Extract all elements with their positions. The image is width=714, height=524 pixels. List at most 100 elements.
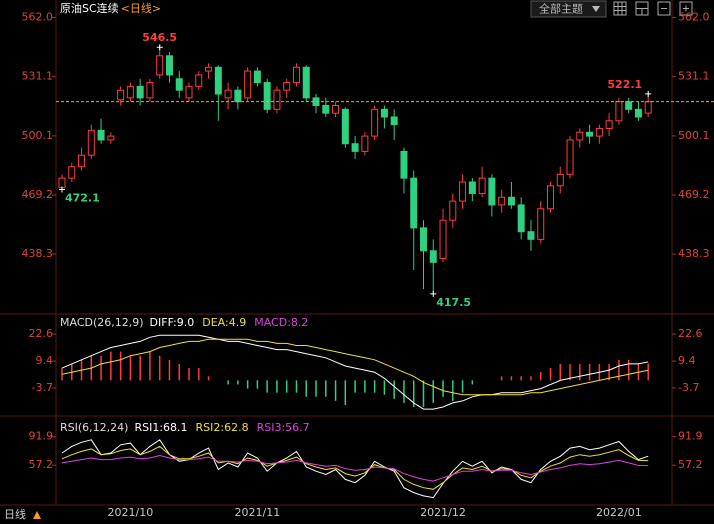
period-label[interactable]: <日线> [121, 1, 161, 15]
candle-body [214, 66, 222, 95]
y-tick-label: 22.6 [29, 327, 54, 340]
y-tick-label-right: 9.4 [678, 354, 696, 367]
candle-body [361, 135, 369, 152]
indicator-line [61, 439, 649, 499]
candle-body [527, 231, 535, 240]
x-tick-label: 2021/12 [420, 506, 466, 519]
candle-body [507, 196, 515, 206]
candle-body [97, 129, 105, 141]
y-tick-label: 57.2 [29, 458, 54, 471]
footer-period[interactable]: 日线 [4, 507, 26, 521]
low-label: 472.1 [65, 191, 100, 204]
y-tick-label: 500.1 [22, 129, 54, 142]
y-tick-label: 9.4 [36, 354, 54, 367]
x-tick-label: 2021/10 [108, 506, 154, 519]
legend-entry: RSI1:68.1 [134, 421, 187, 434]
candle-body [371, 108, 379, 137]
indicator-title: RSI(6,12,24) [60, 421, 128, 434]
candle-body [224, 89, 232, 99]
y-tick-label-right: 22.6 [678, 327, 703, 340]
indicator-line [61, 454, 649, 482]
y-tick-label: 531.1 [22, 70, 54, 83]
frame [0, 0, 714, 506]
candle-body [351, 143, 359, 152]
theme-dropdown[interactable]: 全部主题 [530, 0, 607, 18]
candle-body [400, 150, 408, 179]
legend-entry: DEA:4.9 [202, 316, 246, 329]
candle-body [58, 177, 66, 189]
candle-body [253, 70, 261, 84]
y-tick-label: 469.2 [22, 188, 54, 201]
candle-body [498, 196, 506, 206]
candle-body [439, 219, 447, 259]
extreme-marker [156, 44, 163, 51]
dropdown-label[interactable]: 全部主题 [539, 2, 583, 16]
indicator-line [61, 445, 649, 490]
legend-entry: RSI3:56.7 [257, 421, 310, 434]
plus-icon-line [683, 5, 689, 12]
extreme-marker [59, 186, 65, 193]
legend-entry: RSI2:62.8 [196, 421, 249, 434]
y-tick-label: 438.3 [22, 247, 54, 260]
x-tick-label: 2022/01 [596, 506, 642, 519]
candle-body [68, 166, 76, 179]
candle-body [78, 154, 86, 168]
y-tick-label: 91.9 [29, 430, 54, 443]
y-tick-label-right: 531.1 [678, 70, 710, 83]
indicator-line [61, 334, 649, 410]
candle-body [419, 227, 427, 252]
candle-body [322, 105, 330, 114]
instrument-title: 原油SC连续 [60, 1, 119, 15]
indicator-line [61, 338, 649, 396]
candle-body [263, 82, 271, 110]
candle-body [576, 131, 584, 141]
candle-body [478, 177, 486, 194]
candle-body [332, 105, 340, 114]
x-tick-label: 2021/11 [235, 506, 281, 519]
candle-body [605, 120, 613, 129]
candle-body [547, 185, 554, 210]
y-tick-label-right: 57.2 [678, 458, 703, 471]
candle-body [195, 74, 203, 87]
grid-icon[interactable] [613, 1, 627, 16]
candle-body [537, 208, 545, 240]
candle-body [341, 108, 349, 145]
dropdown-box[interactable] [530, 0, 607, 18]
plus-icon[interactable] [679, 1, 693, 16]
y-tick-label-right: 500.1 [678, 129, 710, 142]
candle-body [488, 177, 496, 206]
candle-body [556, 173, 564, 187]
candle-body [244, 70, 252, 99]
candle-body [634, 108, 642, 118]
candle-body [165, 55, 173, 76]
y-tick-label-right: 469.2 [678, 188, 710, 201]
candle-body [380, 108, 388, 118]
candle-body [517, 204, 525, 233]
candle-body [175, 78, 183, 91]
toolbar-icons [613, 1, 693, 16]
grid-icon-lines [614, 2, 626, 15]
candle-body [117, 89, 125, 101]
indicator-title: MACD(26,12,9) [60, 316, 144, 329]
y-tick-label-right: 91.9 [678, 430, 703, 443]
y-tick-label: -3.7 [32, 381, 53, 394]
candle-body [625, 101, 633, 110]
footer-arrow[interactable] [33, 511, 41, 519]
candle-body [156, 55, 164, 76]
high-label: 522.1 [607, 78, 642, 91]
candle-body [107, 135, 115, 141]
candle-body [283, 82, 291, 91]
dropdown-arrow[interactable] [592, 6, 600, 12]
candle-body [615, 101, 623, 122]
candle-body [459, 181, 467, 202]
extreme-marker [430, 290, 437, 297]
candle-body [185, 85, 193, 99]
y-tick-label: 562.0 [22, 11, 54, 24]
candle-body [595, 127, 603, 137]
legend-entry: MACD:8.2 [254, 316, 308, 329]
candle-body [87, 129, 95, 156]
candle-body [136, 85, 144, 99]
layout-icon-lines [636, 8, 648, 15]
minus-icon[interactable] [657, 1, 671, 16]
